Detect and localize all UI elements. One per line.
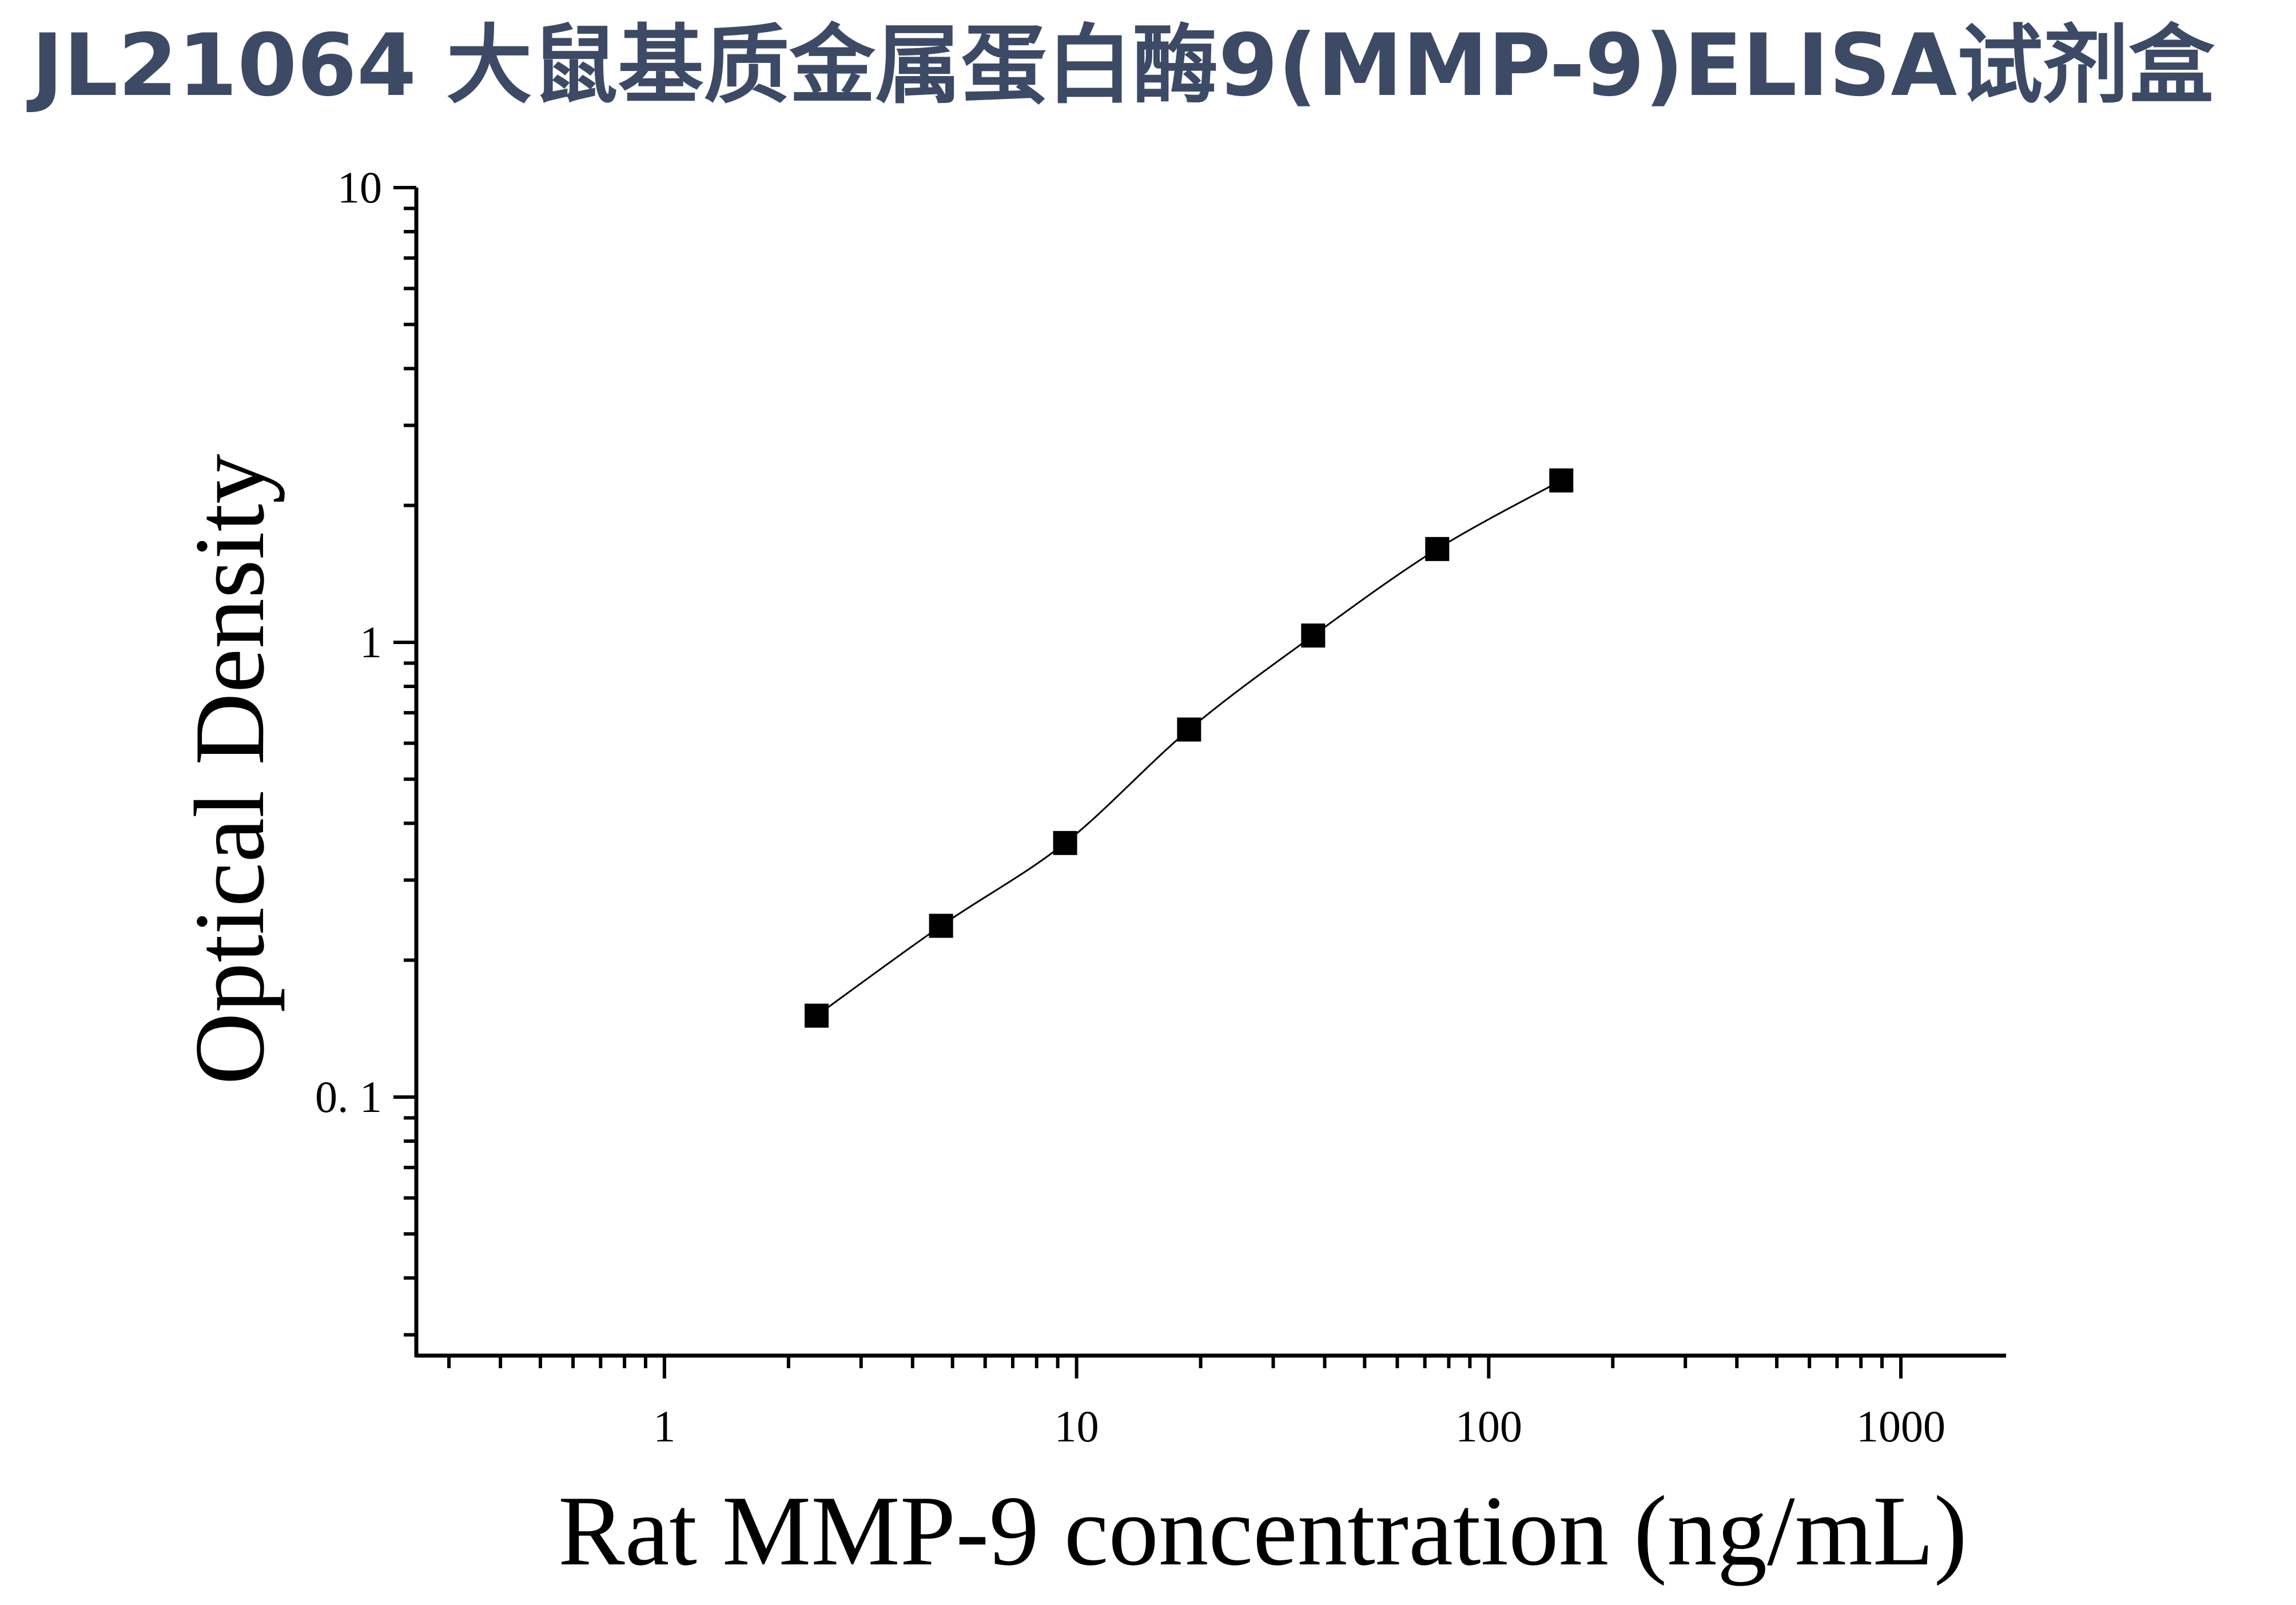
data-point-marker — [1425, 537, 1450, 561]
axes — [414, 188, 2006, 1358]
page-title: JL21064 大鼠基质金属蛋白酶9(MMP-9)ELISA试剂盒 — [31, 16, 2215, 116]
x-tick-label: 1 — [653, 1401, 675, 1451]
y-tick-label: 1 — [360, 617, 382, 667]
x-tick-label: 10 — [1055, 1401, 1099, 1451]
x-tick-label: 100 — [1455, 1401, 1522, 1451]
fit-curve-group — [816, 479, 1562, 1016]
y-axis-title: Optical Density — [174, 454, 285, 1084]
x-axis-ticks: 1 10 100 1000 — [447, 1356, 1945, 1451]
data-point-marker — [1301, 623, 1326, 648]
data-point-marker — [1549, 468, 1574, 492]
data-point-marker — [1177, 717, 1201, 742]
x-tick-label: 1000 — [1856, 1401, 1945, 1451]
fit-curve — [816, 479, 1562, 1016]
data-point-marker — [1053, 831, 1077, 855]
y-tick-label: 10 — [337, 162, 382, 212]
y-axis-ticks: 0. 1 1 10 — [315, 162, 416, 1337]
data-point-marker — [929, 913, 953, 938]
y-tick-label: 0. 1 — [315, 1072, 382, 1122]
x-axis-title: Rat MMP-9 concentration (ng/mL) — [558, 1475, 1967, 1586]
data-point-marker — [805, 1003, 829, 1028]
data-points — [805, 468, 1574, 1028]
